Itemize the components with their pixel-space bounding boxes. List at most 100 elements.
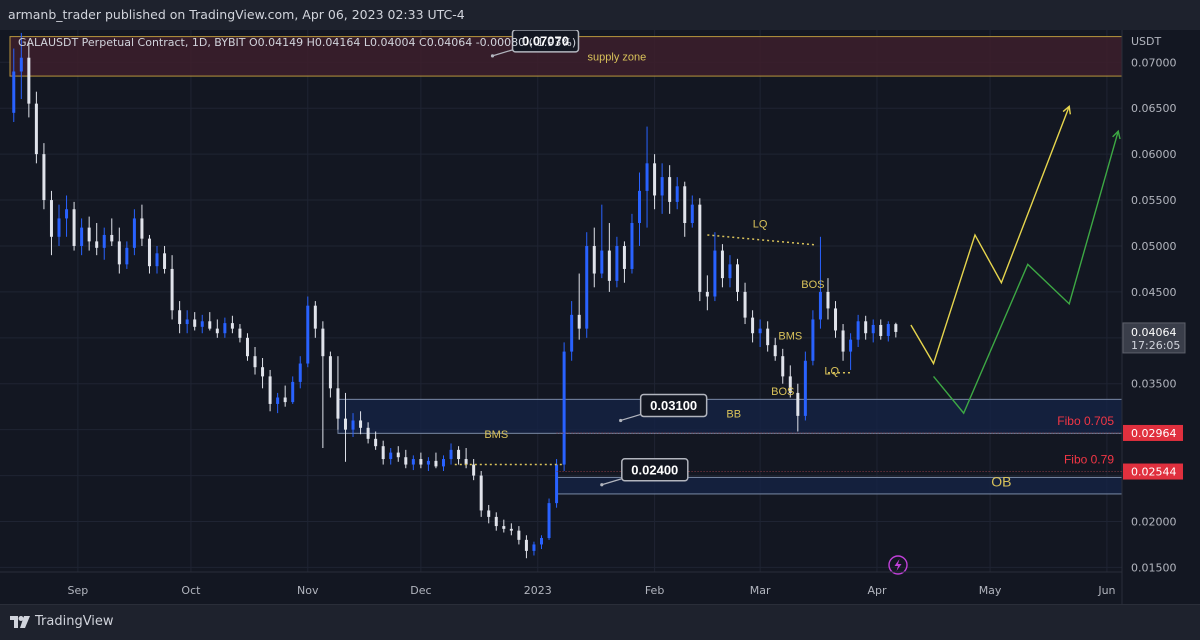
fibo-label: Fibo 0.79 <box>1064 453 1114 467</box>
time-tick-label: Dec <box>410 584 431 597</box>
legend-part: GALAUSDT Perpetual Contract, 1D, BYBIT <box>18 36 249 49</box>
candle-body <box>532 544 536 551</box>
candle-body <box>766 328 770 346</box>
publisher-header: armanb_trader published on TradingView.c… <box>0 0 1200 30</box>
candle-body <box>102 234 106 248</box>
candle-body <box>479 475 483 511</box>
price-label-value: 0.02964 <box>1131 427 1177 440</box>
legend-part: L0.04004 <box>364 36 419 49</box>
callout-label[interactable]: 0.02400 <box>631 462 678 477</box>
price-tick-label: 0.01500 <box>1131 561 1177 574</box>
candle-body <box>208 321 212 329</box>
price-tick-label: 0.03500 <box>1131 378 1177 391</box>
candle-body <box>871 324 875 334</box>
candle-body <box>562 351 566 465</box>
candle-body <box>841 330 845 352</box>
candle-body <box>245 337 249 357</box>
callout-pointer <box>620 413 641 422</box>
candle-body <box>743 291 747 318</box>
callout-label[interactable]: 0.07070 <box>522 33 569 48</box>
annotation-bb: BB <box>726 409 741 421</box>
candle-layer <box>12 32 898 559</box>
candle-body <box>178 310 182 325</box>
candle-body <box>539 538 543 545</box>
supply-zone-label: supply zone <box>588 51 647 63</box>
candle-body <box>328 356 332 389</box>
symbol-legend-text: GALAUSDT Perpetual Contract, 1D, BYBIT O… <box>18 36 576 49</box>
annotation-ob: OB <box>991 474 1011 490</box>
callout-box[interactable] <box>621 458 689 482</box>
candle-body <box>600 250 604 274</box>
candle-body <box>223 323 227 334</box>
tradingview-logo-icon <box>10 615 30 628</box>
candle-body <box>683 186 687 224</box>
dotted-line <box>707 234 817 246</box>
candle-body <box>524 539 528 551</box>
price-label-box <box>1123 424 1183 441</box>
lightning-icon[interactable] <box>888 555 908 575</box>
candle-countdown: 17:26:05 <box>1131 339 1180 352</box>
candle-body <box>411 459 415 465</box>
current-price-value: 0.04064 <box>1131 326 1177 339</box>
annotation-lq: LQ <box>753 219 768 231</box>
time-tick-label: Oct <box>181 584 201 597</box>
candle-body <box>351 420 355 430</box>
candle-body <box>509 528 513 531</box>
time-tick-label: Sep <box>67 584 88 597</box>
candle-body <box>404 457 408 465</box>
candle-body <box>95 241 99 248</box>
candle-body <box>555 464 559 504</box>
candle-body <box>713 250 717 297</box>
candle-body <box>570 314 574 352</box>
candle-body <box>193 319 197 327</box>
price-tick-label: 0.02000 <box>1131 515 1177 528</box>
candle-body <box>660 177 664 196</box>
candle-body <box>57 218 61 237</box>
candle-body <box>366 427 370 439</box>
projection-path <box>932 130 1119 415</box>
candle-body <box>12 71 16 113</box>
callout-anchor <box>490 54 495 58</box>
annotation-bos: BOS <box>801 279 824 291</box>
candle-body <box>389 452 393 460</box>
candle-body <box>140 218 144 239</box>
price-chart[interactable]: supply zone BMS LQ BOS BMS LQ BOS BB OB Fibo 0.70… <box>0 30 1200 604</box>
legend-part: C0.04064 <box>419 36 476 49</box>
candle-body <box>117 241 121 265</box>
candle-body <box>434 460 438 467</box>
candle-body <box>472 464 476 476</box>
candle-body <box>879 324 883 336</box>
candle-body <box>276 397 280 404</box>
candle-body <box>374 438 378 447</box>
candle-body <box>72 209 76 246</box>
price-axis[interactable]: USDT 0.07000 0.06500 0.06000 0.05500 0.05000 0… <box>0 30 1200 604</box>
candle-body <box>736 264 740 292</box>
zone-layer <box>9 36 1123 495</box>
candle-body <box>796 392 800 416</box>
legend-part: H0.04164 <box>307 36 364 49</box>
candle-body <box>298 363 302 382</box>
callout-box[interactable] <box>639 393 708 418</box>
time-tick-label: 2023 <box>524 584 552 597</box>
projection-path <box>910 106 1070 366</box>
candle-body <box>261 367 265 377</box>
price-tick-label: 0.06000 <box>1131 148 1177 161</box>
candle-body <box>49 200 53 237</box>
callout-label[interactable]: 0.03100 <box>650 398 697 413</box>
candle-body <box>313 305 317 329</box>
candle-body <box>547 503 551 539</box>
candle-body <box>856 321 860 340</box>
price-axis-unit: USDT <box>1131 35 1162 48</box>
candle-body <box>19 57 23 72</box>
candle-body <box>494 516 498 527</box>
annotation-bos: BOS <box>771 386 794 398</box>
candle-body <box>381 446 385 460</box>
price-label-box <box>1123 463 1183 480</box>
candle-body <box>359 420 363 428</box>
legend-part: -0.00080 (-1.93%) <box>476 36 576 49</box>
candle-body <box>675 186 679 202</box>
candle-body <box>818 291 822 320</box>
callout-anchor <box>619 418 623 423</box>
tradingview-logo[interactable]: TradingView <box>10 614 114 629</box>
callout-box[interactable] <box>511 30 580 53</box>
